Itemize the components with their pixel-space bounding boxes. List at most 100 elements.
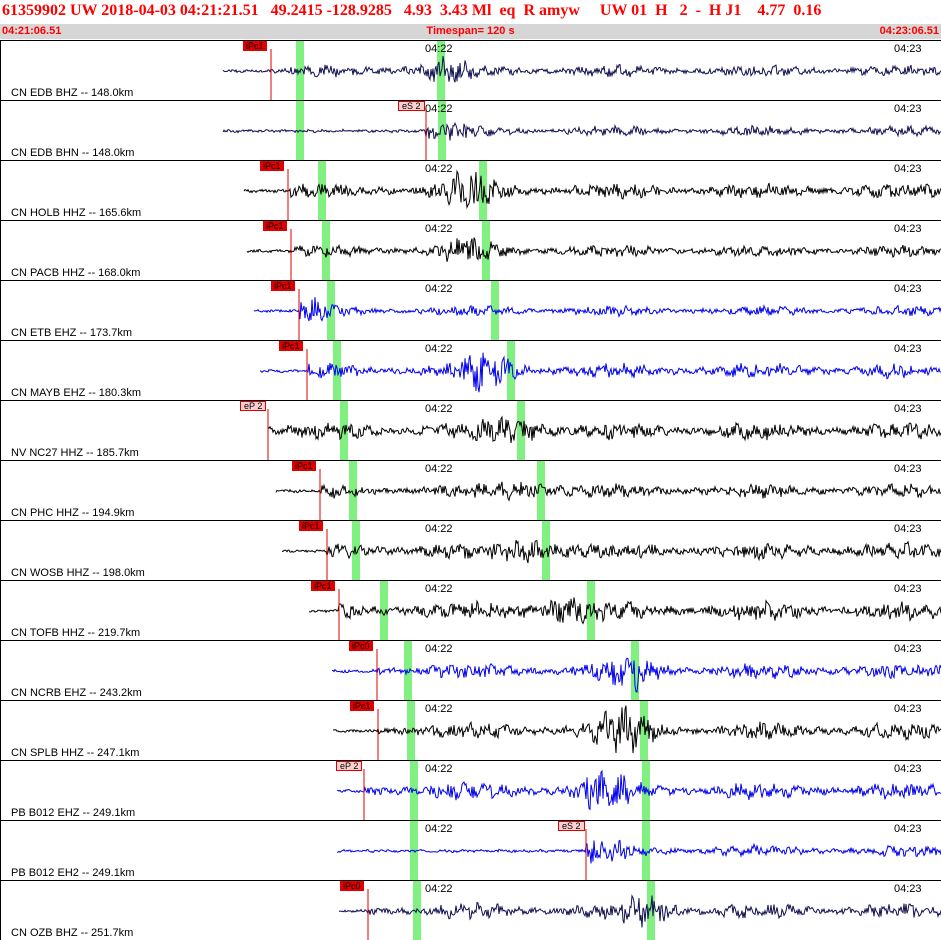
phase-pick-flag[interactable]: eP 2 (336, 761, 363, 771)
phase-window-marker (322, 221, 330, 280)
time-tick-label: 04:23 (894, 703, 922, 715)
trace-panel[interactable]: iPc1 04:22 04:23 CN PACB HHZ -- 168.0km (0, 220, 941, 280)
waveform-canvas (246, 221, 941, 280)
phase-window-marker (479, 161, 487, 220)
phase-pick-flag[interactable]: iPc1 (299, 521, 323, 531)
waveform-canvas (267, 401, 941, 460)
trace-panel[interactable]: iPc1 04:22 04:23 CN PHC HHZ -- 194.9km (0, 460, 941, 520)
phase-pick-flag[interactable]: eS 2 (558, 821, 585, 831)
phase-pick-flag[interactable]: eP 2 (240, 401, 267, 411)
waveform-canvas (243, 161, 941, 220)
waveform-trace (332, 705, 941, 754)
waveform-canvas (336, 821, 941, 880)
phase-pick-flag[interactable]: iPc1 (350, 701, 374, 711)
time-tick-label: 04:22 (425, 763, 453, 775)
trace-panel[interactable]: iPc1 04:22 04:23 CN ETB EHZ -- 173.7km (0, 280, 941, 340)
trace-panel[interactable]: eP 2 04:22 04:23 PB B012 EHZ -- 249.1km (0, 760, 941, 820)
phase-window-marker (340, 401, 348, 460)
waveform-trace (222, 122, 941, 141)
time-tick-label: 04:23 (894, 883, 922, 895)
phase-window-marker (349, 461, 357, 520)
time-tick-label: 04:22 (425, 403, 453, 415)
waveform-canvas (259, 341, 941, 400)
phase-pick-flag[interactable]: iPc1 (243, 41, 267, 51)
time-tick-label: 04:23 (894, 463, 922, 475)
phase-window-marker (318, 161, 326, 220)
station-label: CN PHC HHZ -- 194.9km (11, 507, 135, 519)
phase-pick-flag[interactable]: iPc1 (279, 341, 303, 351)
phase-window-marker (482, 221, 490, 280)
station-label: CN TOFB HHZ -- 219.7km (11, 627, 141, 639)
phase-pick-flag[interactable]: eS 2 (398, 101, 425, 111)
time-tick-label: 04:22 (425, 43, 453, 55)
time-tick-label: 04:23 (894, 223, 922, 235)
time-tick-label: 04:23 (894, 163, 922, 175)
trace-panel[interactable]: iPc1 04:22 04:23 CN TOFB HHZ -- 219.7km (0, 580, 941, 640)
trace-panel[interactable]: iPc1 04:22 04:23 CN WOSB HHZ -- 198.0km (0, 520, 941, 580)
time-tick-label: 04:22 (425, 703, 453, 715)
waveform-canvas (281, 521, 941, 580)
trace-panel[interactable]: iPc0 04:22 04:23 CN NCRB EHZ -- 243.2km (0, 640, 941, 700)
station-label: CN MAYB EHZ -- 180.3km (11, 387, 141, 399)
waveform-canvas (332, 701, 941, 760)
trace-panel[interactable]: iPc1 04:22 04:23 CN HOLB HHZ -- 165.6km (0, 160, 941, 220)
trace-panel[interactable]: eS 2 04:22 04:23 PB B012 EH2 -- 249.1km (0, 820, 941, 880)
time-tick-label: 04:23 (894, 43, 922, 55)
time-tick-label: 04:22 (425, 463, 453, 475)
time-tick-label: 04:23 (894, 643, 922, 655)
waveform-trace (336, 839, 941, 864)
phase-window-marker (438, 101, 446, 160)
station-label: CN SPLB HHZ -- 247.1km (11, 747, 140, 759)
phase-pick-flag[interactable]: iPc0 (349, 641, 373, 651)
waveform-canvas (222, 101, 941, 160)
waveform-trace (267, 415, 941, 444)
trace-panel[interactable]: iPc1 04:22 04:23 CN EDB BHZ -- 148.0km (0, 40, 941, 100)
time-tick-label: 04:23 (894, 283, 922, 295)
start-time: 04:21:06.51 (2, 25, 62, 37)
phase-pick-flag[interactable]: iPc1 (271, 281, 295, 291)
phase-pick-flag[interactable]: iPc1 (260, 161, 284, 171)
time-tick-label: 04:22 (425, 283, 453, 295)
time-tick-label: 04:22 (425, 343, 453, 355)
station-label: NV NC27 HHZ -- 185.7km (11, 447, 139, 459)
station-label: CN HOLB HHZ -- 165.6km (11, 207, 142, 219)
time-tick-label: 04:23 (894, 103, 922, 115)
station-label: CN OZB BHZ -- 251.7km (11, 927, 134, 939)
waveform-trace (281, 539, 941, 564)
time-tick-label: 04:22 (425, 883, 453, 895)
time-tick-label: 04:22 (425, 523, 453, 535)
station-label: CN PACB HHZ -- 168.0km (11, 267, 141, 279)
time-tick-label: 04:23 (894, 823, 922, 835)
waveform-trace (222, 56, 941, 83)
phase-window-marker (296, 41, 304, 100)
phase-window-marker (642, 821, 650, 880)
trace-panel[interactable]: iPc0 04:22 04:23 CN OZB BHZ -- 251.7km (0, 880, 941, 940)
phase-pick-flag[interactable]: iPc1 (311, 581, 335, 591)
time-tick-label: 04:22 (425, 583, 453, 595)
waveform-trace (337, 769, 941, 811)
station-label: CN ETB EHZ -- 173.7km (11, 327, 133, 339)
trace-panel[interactable]: eP 2 04:22 04:23 NV NC27 HHZ -- 185.7km (0, 400, 941, 460)
phase-pick-flag[interactable]: iPc0 (340, 881, 364, 891)
waveform-trace (246, 237, 941, 262)
phase-pick-flag[interactable]: iPc1 (263, 221, 287, 231)
waveform-trace (308, 597, 941, 625)
trace-panel[interactable]: iPc1 04:22 04:23 CN SPLB HHZ -- 247.1km (0, 700, 941, 760)
event-title: 61359902 UW 2018-04-03 04:21:21.51 49.24… (2, 2, 822, 19)
phase-window-marker (640, 701, 648, 760)
waveform-trace (243, 169, 941, 210)
station-label: CN NCRB EHZ -- 243.2km (11, 687, 142, 699)
trace-panel[interactable]: eS 2 04:22 04:23 CN EDB BHN -- 148.0km (0, 100, 941, 160)
trace-panel[interactable]: iPc1 04:22 04:23 CN MAYB EHZ -- 180.3km (0, 340, 941, 400)
time-tick-label: 04:23 (894, 343, 922, 355)
waveform-canvas (338, 881, 941, 940)
phase-pick-flag[interactable]: iPc1 (292, 461, 316, 471)
waveform-canvas (222, 41, 941, 100)
phase-window-marker (537, 461, 545, 520)
time-tick-label: 04:22 (425, 823, 453, 835)
phase-window-marker (517, 401, 525, 460)
phase-window-marker (404, 641, 412, 700)
phase-window-marker (507, 341, 515, 400)
timespan-label: Timespan= 120 s (426, 25, 515, 37)
